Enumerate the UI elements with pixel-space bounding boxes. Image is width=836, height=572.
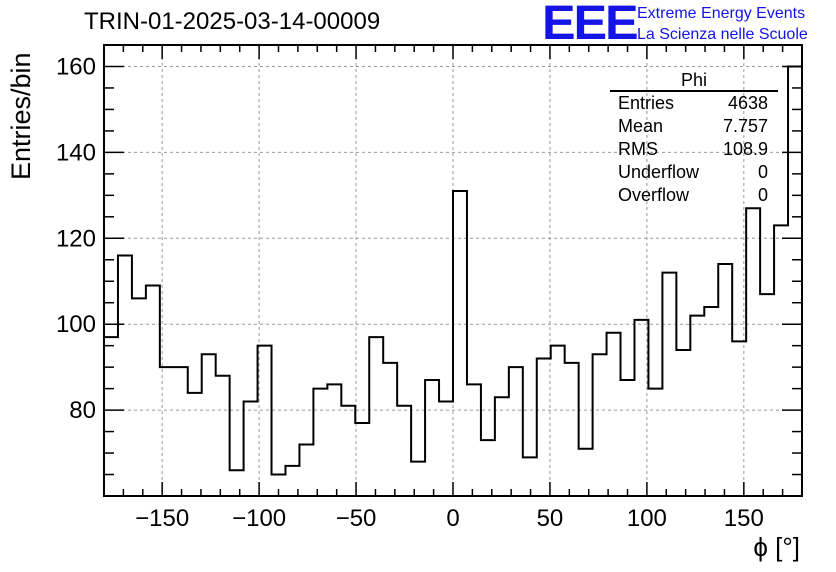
histogram-bin (690, 316, 704, 496)
histogram-bin (216, 376, 230, 496)
histogram-bin (132, 298, 146, 496)
histogram-bin (104, 337, 118, 496)
histogram-bin (118, 255, 132, 496)
histogram-bin (313, 389, 327, 496)
y-axis-label: Entries/bin (6, 52, 36, 180)
histogram-bin (341, 406, 355, 496)
histogram-bin (467, 384, 481, 496)
org-line-1: Extreme Energy Events (637, 5, 806, 22)
histogram-bin (704, 307, 718, 496)
histogram-bin (537, 359, 551, 496)
histogram-bin (481, 440, 495, 496)
histogram-bin (146, 286, 160, 496)
org-line-2: La Scienza nelle Scuole (637, 26, 808, 43)
histogram-bin (593, 354, 607, 496)
histogram-bin (355, 423, 369, 496)
y-tick-label: 80 (69, 397, 96, 424)
histogram-bin (425, 380, 439, 496)
stats-title: Phi (610, 70, 778, 92)
x-axis-label: ϕ [°] (753, 532, 800, 562)
histogram-bin (383, 363, 397, 496)
stats-value: 108.9 (722, 139, 768, 159)
histogram-bin (565, 363, 579, 496)
x-tick-label: −100 (232, 505, 286, 532)
histogram-bin (509, 367, 523, 496)
stats-row-underflow: Underflow 0 (610, 161, 778, 184)
histogram-bin (439, 402, 453, 496)
x-tick-label: −50 (336, 505, 377, 532)
histogram-bin (634, 320, 648, 496)
stats-label: Underflow (618, 162, 700, 182)
histogram-bin (607, 333, 621, 496)
histogram-bin (411, 462, 425, 496)
stats-row-entries: Entries 4638 (610, 92, 778, 115)
histogram-bin (230, 470, 244, 496)
stats-value: 7.757 (722, 116, 768, 136)
histogram-bin (718, 264, 732, 496)
stats-label: Mean (618, 116, 664, 136)
histogram-bars (103, 65, 803, 496)
y-tick-label: 160 (56, 53, 96, 80)
x-tick-label: −150 (135, 505, 189, 532)
histogram-bin (760, 294, 774, 496)
histogram-bin (621, 380, 635, 496)
histogram-bin (648, 389, 662, 496)
histogram-bin (258, 346, 272, 496)
histogram-bin (495, 397, 509, 496)
histogram-bin (676, 350, 690, 496)
stats-label: RMS (618, 139, 658, 159)
chart-title: TRIN-01-2025-03-14-00009 (84, 8, 381, 35)
histogram-bin (523, 457, 537, 496)
histogram-bin (774, 225, 788, 496)
histogram-bin (327, 384, 341, 496)
organization-name: Extreme Energy Events La Scienza nelle S… (637, 3, 808, 45)
histogram-bin (746, 208, 760, 496)
x-tick-label: 0 (446, 505, 459, 532)
stats-value: 4638 (727, 93, 768, 113)
y-tick-label: 100 (56, 311, 96, 338)
histogram-bin (551, 346, 565, 496)
stats-row-rms: RMS 108.9 (610, 138, 778, 161)
y-tick-label: 140 (56, 139, 96, 166)
x-tick-label: 50 (537, 505, 564, 532)
histogram-bin (397, 406, 411, 496)
histogram-outline (103, 65, 803, 496)
tick-labels: −150 −100 −50 0 50 100 150 80 100 120 140 160 (56, 53, 764, 532)
stats-box: Phi Entries 4638 Mean 7.757 RMS 108.9 Un… (610, 70, 778, 207)
x-tick-label: 100 (627, 505, 667, 532)
histogram-bin (244, 402, 258, 496)
histogram-bin (732, 341, 746, 496)
stats-row-overflow: Overflow 0 (610, 184, 778, 207)
histogram-bin (369, 337, 383, 496)
histogram-bin (662, 273, 676, 496)
stats-label: Entries (618, 93, 675, 113)
eee-logo: EEE (542, 0, 639, 50)
histogram-bin (188, 393, 202, 496)
stats-value: 0 (757, 162, 768, 182)
y-tick-label: 120 (56, 225, 96, 252)
histogram-bin (202, 354, 216, 496)
histogram-bin (160, 367, 174, 496)
histogram-bin (299, 444, 313, 496)
stats-row-mean: Mean 7.757 (610, 115, 778, 138)
histogram-bin (579, 449, 593, 496)
axes (103, 44, 803, 497)
histogram-bin (174, 367, 188, 496)
x-tick-label: 150 (724, 505, 764, 532)
stats-value: 0 (757, 185, 768, 205)
histogram-bin (453, 191, 467, 496)
stats-label: Overflow (618, 185, 690, 205)
